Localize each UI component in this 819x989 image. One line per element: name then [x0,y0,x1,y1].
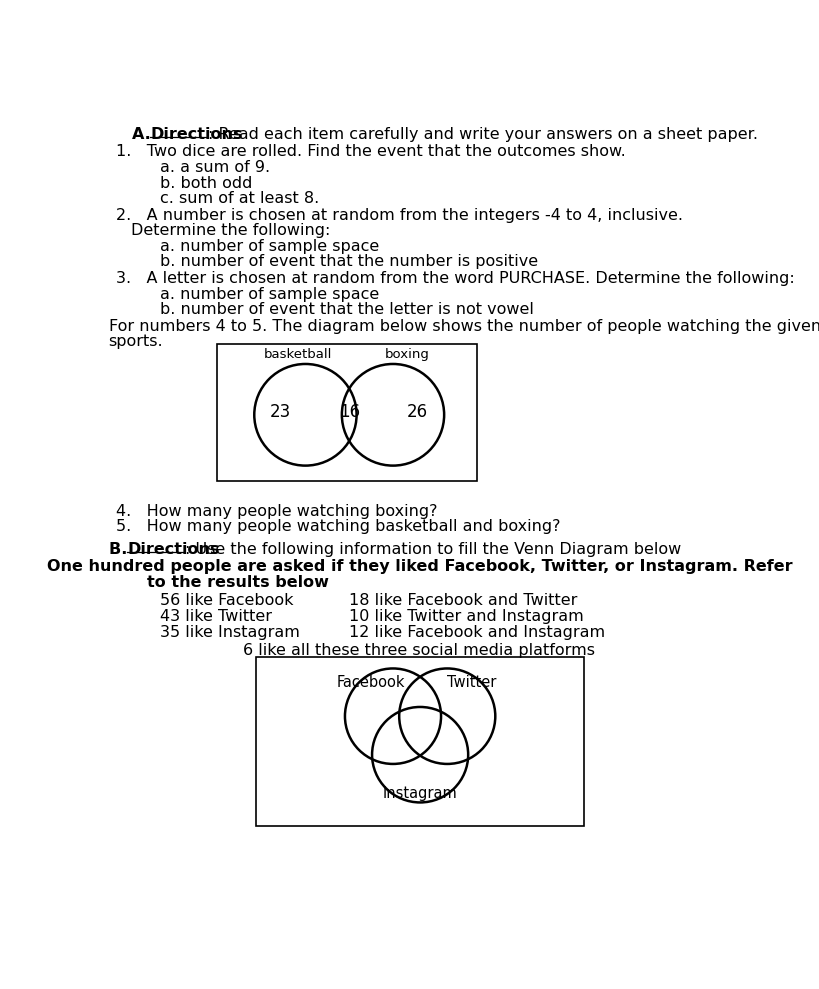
Text: sports.: sports. [109,334,163,349]
Text: 6 like all these three social media platforms: 6 like all these three social media plat… [243,643,595,658]
Text: 23: 23 [270,403,292,420]
Text: 3.   A letter is chosen at random from the word PURCHASE. Determine the followin: 3. A letter is chosen at random from the… [116,271,795,286]
Text: b. number of event that the letter is not vowel: b. number of event that the letter is no… [161,302,534,316]
Text: Instagram: Instagram [382,786,458,801]
Text: Determine the following:: Determine the following: [131,224,330,238]
Text: a. number of sample space: a. number of sample space [161,238,380,254]
Text: 56 like Facebook: 56 like Facebook [161,593,294,608]
Text: 16: 16 [338,403,360,420]
Text: basketball: basketball [264,348,332,361]
Text: For numbers 4 to 5. The diagram below shows the number of people watching the gi: For numbers 4 to 5. The diagram below sh… [109,318,819,334]
Text: 1.   Two dice are rolled. Find the event that the outcomes show.: 1. Two dice are rolled. Find the event t… [116,144,626,159]
Text: 10 like Twitter and Instagram: 10 like Twitter and Instagram [349,609,584,624]
Text: 2.   A number is chosen at random from the integers -4 to 4, inclusive.: 2. A number is chosen at random from the… [116,208,683,223]
Text: a. number of sample space: a. number of sample space [161,287,380,302]
Text: b. number of event that the number is positive: b. number of event that the number is po… [161,254,539,269]
Text: .: . [292,575,297,589]
Text: 12 like Facebook and Instagram: 12 like Facebook and Instagram [349,625,605,640]
Text: B.: B. [109,542,138,557]
Text: : Use the following information to fill the Venn Diagram below: : Use the following information to fill … [184,542,681,557]
Text: 5.   How many people watching basketball and boxing?: 5. How many people watching basketball a… [116,519,561,534]
Text: to the results below: to the results below [147,575,328,589]
Text: 35 like Instagram: 35 like Instagram [161,625,301,640]
Text: Directions: Directions [151,128,243,142]
Text: c. sum of at least 8.: c. sum of at least 8. [161,191,319,206]
Text: 43 like Twitter: 43 like Twitter [161,609,273,624]
Text: 26: 26 [407,403,428,420]
Text: One hundred people are asked if they liked Facebook, Twitter, or Instagram. Refe: One hundred people are asked if they lik… [47,559,792,575]
Text: 4.   How many people watching boxing?: 4. How many people watching boxing? [116,503,438,518]
Text: boxing: boxing [384,348,429,361]
Text: A.: A. [132,128,162,142]
Text: Twitter: Twitter [447,674,497,689]
Text: a. a sum of 9.: a. a sum of 9. [161,160,270,175]
Bar [256,657,585,827]
Bar [217,343,477,481]
Text: Facebook: Facebook [337,674,405,689]
Text: : Read each item carefully and write your answers on a sheet paper.: : Read each item carefully and write you… [208,128,758,142]
Text: 18 like Facebook and Twitter: 18 like Facebook and Twitter [349,593,577,608]
Text: Directions: Directions [127,542,219,557]
Text: b. both odd: b. both odd [161,176,253,191]
